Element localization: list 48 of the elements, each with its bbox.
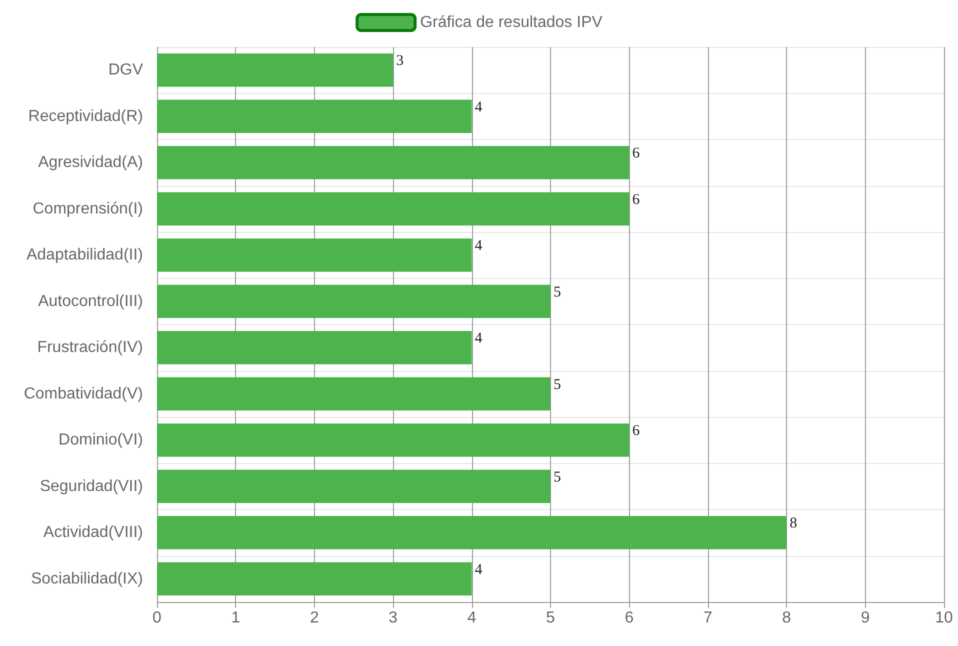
y-tick-label: Agresividad(A)	[38, 154, 143, 172]
bar	[157, 53, 394, 87]
bar	[157, 330, 472, 364]
bar	[157, 192, 630, 226]
y-tick-label: Comprensión(I)	[32, 200, 143, 218]
x-tick-label: 1	[231, 610, 240, 626]
bar	[157, 562, 472, 596]
bar	[157, 377, 550, 411]
x-tick-label: 10	[935, 610, 953, 626]
y-tick-label: Adaptabilidad(II)	[26, 246, 143, 264]
x-tick-label: 4	[467, 610, 476, 626]
x-tick-label: 0	[152, 610, 162, 626]
x-tick-label: 2	[310, 610, 319, 626]
data-label: 4	[474, 562, 483, 578]
x-tick-label: 8	[782, 610, 792, 626]
x-tick-label: 5	[546, 610, 556, 626]
y-tick-label: Frustración(IV)	[37, 339, 143, 356]
data-label: 6	[632, 192, 640, 208]
x-tick-label: 6	[624, 610, 634, 626]
y-tick-label: Actividad(VIII)	[43, 524, 143, 542]
data-label: 5	[554, 376, 561, 393]
y-tick-label: Sociabilidad(IX)	[30, 570, 143, 588]
bar	[157, 516, 787, 550]
data-label: 5	[554, 284, 561, 300]
x-tick-label: 7	[703, 610, 712, 626]
data-label: 4	[474, 238, 483, 254]
y-tick-label: Combatividad(V)	[24, 385, 143, 402]
data-label: 8	[790, 516, 798, 532]
data-label: 4	[474, 99, 483, 116]
bar	[157, 470, 550, 504]
x-tick-label: 9	[860, 610, 870, 626]
bar	[157, 284, 550, 318]
y-tick-label: DGV	[108, 62, 144, 79]
y-tick-label: Autocontrol(III)	[38, 292, 143, 310]
data-label: 5	[554, 469, 561, 486]
y-tick-label: Dominio(VI)	[58, 432, 143, 449]
y-tick-label: Seguridad(VII)	[40, 478, 143, 495]
bar	[157, 423, 630, 457]
bar	[157, 100, 472, 134]
data-label: 6	[632, 423, 640, 440]
data-label: 3	[396, 53, 404, 70]
x-tick-label: 3	[388, 610, 398, 626]
data-label: 4	[474, 330, 483, 347]
bar	[157, 238, 472, 272]
y-tick-label: Receptividad(R)	[28, 108, 143, 125]
legend-label: Gráfica de resultados IPV	[420, 14, 603, 31]
bar	[157, 146, 630, 180]
data-label: 6	[632, 146, 640, 162]
